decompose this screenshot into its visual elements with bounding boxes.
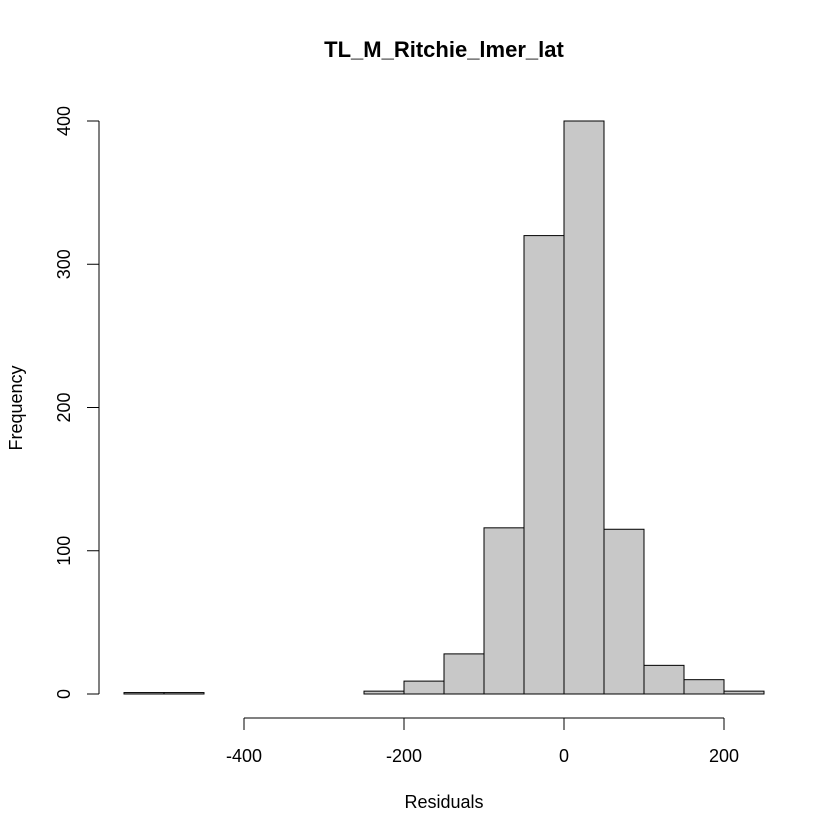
histogram-bar: [163, 692, 205, 695]
histogram-bars: [123, 120, 765, 695]
histogram-bar: [123, 692, 165, 695]
histogram-bar: [403, 680, 445, 695]
y-axis: 0 100 200 300 400: [54, 106, 100, 699]
histogram-bar: [523, 235, 565, 695]
x-tick-label: -400: [226, 746, 262, 766]
histogram-bar: [603, 528, 645, 695]
x-axis: -400 -200 0 200: [226, 717, 739, 766]
x-tick-label: -200: [386, 746, 422, 766]
x-tick-label: 200: [709, 746, 739, 766]
histogram-bar: [443, 653, 485, 695]
y-tick-label: 100: [54, 536, 74, 566]
histogram-bar: [363, 690, 405, 695]
y-tick-label: 300: [54, 249, 74, 279]
x-tick-label: 0: [559, 746, 569, 766]
y-tick-label: 400: [54, 106, 74, 136]
histogram-bar: [563, 120, 605, 695]
histogram-bar: [683, 679, 725, 695]
histogram-bar: [483, 527, 525, 695]
y-axis-label: Frequency: [6, 365, 26, 450]
x-axis-label: Residuals: [404, 792, 483, 812]
chart-title: TL_M_Ritchie_lmer_lat: [324, 37, 564, 62]
histogram-bar: [723, 690, 765, 695]
y-tick-label: 200: [54, 392, 74, 422]
y-tick-label: 0: [54, 689, 74, 699]
histogram-bar: [643, 664, 685, 695]
